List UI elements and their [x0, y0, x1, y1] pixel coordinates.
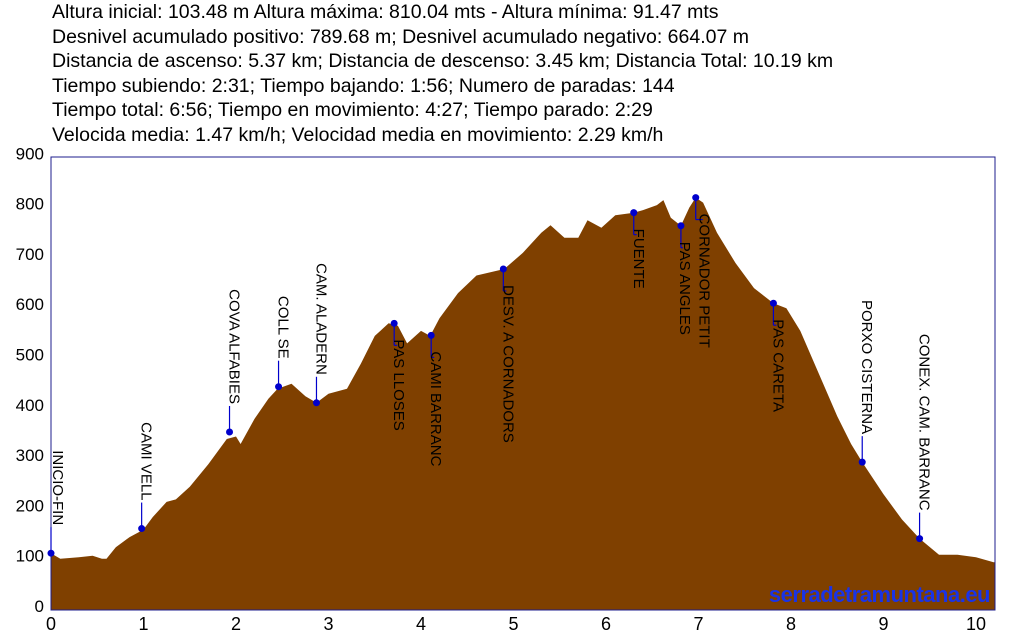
waypoint-label: COLL SE [275, 296, 292, 359]
watermark: serradetramuntana.eu [768, 582, 991, 607]
waypoint-label: CAMI BARRANC [427, 351, 444, 466]
plot-frame [50, 156, 996, 611]
waypoint-label: INICIO-FIN [49, 450, 66, 525]
waypoint-label: PAS CARETA [769, 319, 786, 412]
stats-line-climb-time: Tiempo subiendo: 2:31; Tiempo bajando: 1… [52, 74, 675, 97]
waypoint-label: CAMI VELL [138, 422, 155, 500]
waypoint-label: CORNADOR PETIT [696, 214, 713, 348]
waypoint-marker [390, 319, 398, 327]
x-tick-label: 0 [46, 614, 56, 634]
waypoint-label: PAS LLOSES [390, 339, 407, 430]
x-tick-label: 3 [323, 614, 333, 634]
y-tick-label: 800 [16, 195, 44, 214]
stats-line-speed: Velocida media: 1.47 km/h; Velocidad med… [52, 123, 664, 146]
waypoint-marker [138, 525, 146, 533]
waypoint-label: FUENTE [630, 229, 647, 289]
elevation-area [51, 197, 995, 610]
y-tick-label: 100 [16, 547, 44, 566]
y-tick-label: 200 [16, 496, 44, 515]
waypoint-marker [427, 331, 435, 339]
waypoint-marker [916, 535, 924, 543]
waypoint-marker [275, 383, 283, 391]
waypoint-label: CAM. ALADERN [312, 263, 329, 375]
x-tick-label: 1 [138, 614, 148, 634]
x-tick-label: 9 [878, 614, 888, 634]
waypoint-marker [226, 428, 234, 436]
waypoint-marker [769, 299, 777, 307]
x-tick-label: 7 [693, 614, 703, 634]
waypoint-marker [858, 458, 866, 466]
stats-line-total-time: Tiempo total: 6:56; Tiempo en movimiento… [52, 99, 653, 121]
waypoint-marker [499, 265, 507, 273]
y-tick-label: 600 [16, 295, 44, 314]
waypoint-marker [47, 549, 55, 557]
waypoint-label: PORXO CISTERNA [858, 300, 875, 434]
x-tick-label: 10 [966, 614, 986, 634]
route-stats: Altura inicial: 103.48 m Altura máxima: … [52, 0, 833, 147]
x-tick-label: 6 [601, 614, 611, 634]
stats-line-elevation-gain: Desnivel acumulado positivo: 789.68 m; D… [52, 25, 749, 48]
y-tick-label: 0 [35, 597, 44, 616]
y-tick-label: 300 [16, 446, 44, 465]
y-tick-label: 900 [16, 144, 44, 163]
waypoint-marker [630, 209, 638, 217]
waypoint-marker [677, 222, 685, 230]
x-tick-label: 8 [786, 614, 796, 634]
waypoint-label: CONEX. CAM. BARRANC [916, 334, 933, 511]
y-tick-label: 500 [16, 346, 44, 365]
stats-line-distance: Distancia de ascenso: 5.37 km; Distancia… [52, 50, 834, 72]
y-tick-label: 400 [16, 396, 44, 415]
stats-line-altitude: Altura inicial: 103.48 m Altura máxima: … [52, 1, 719, 23]
waypoint-marker [312, 399, 320, 407]
x-tick-label: 4 [416, 614, 426, 634]
x-tick-label: 5 [508, 614, 518, 634]
y-tick-label: 700 [16, 245, 44, 264]
x-tick-label: 2 [231, 614, 241, 634]
waypoint-label: PAS ANGLES [676, 242, 693, 335]
waypoint-label: DESV. A CORNADORS [499, 285, 516, 443]
waypoint-marker [692, 194, 700, 202]
waypoint-label: COVA ALFABIES [226, 289, 243, 404]
